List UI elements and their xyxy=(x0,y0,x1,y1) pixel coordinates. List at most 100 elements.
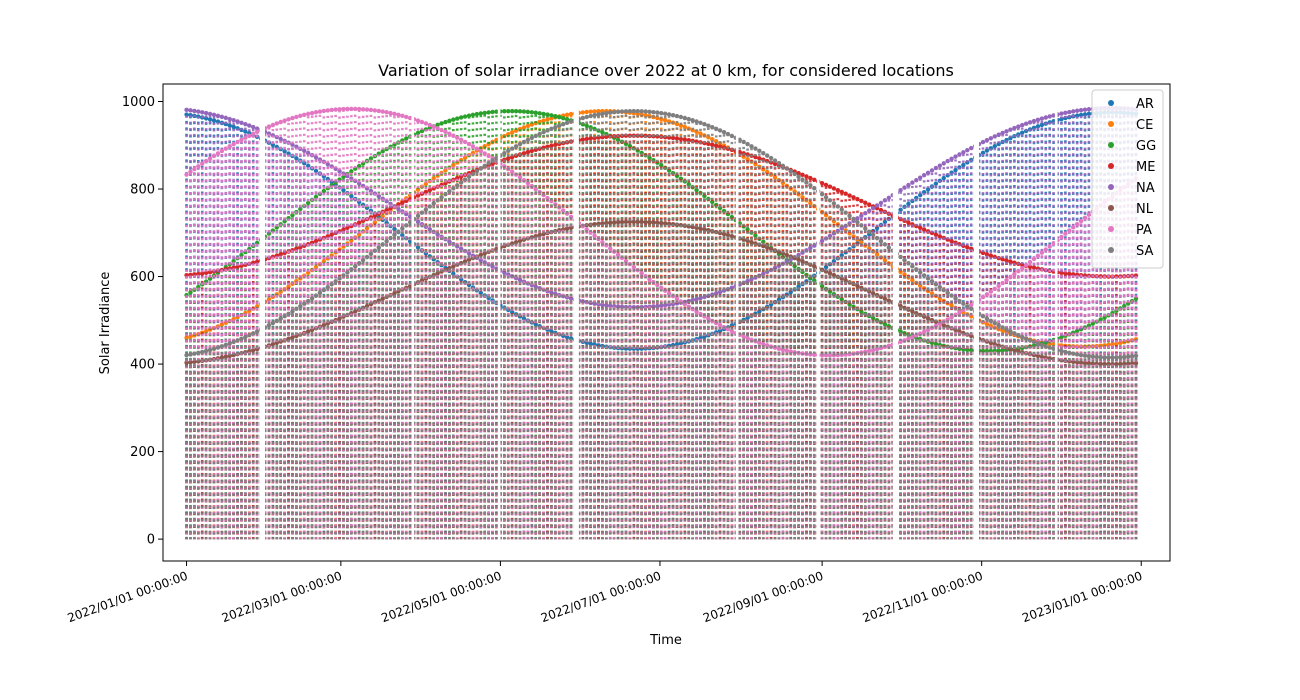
data-point-sa xyxy=(282,314,287,319)
data-point-pa xyxy=(1008,274,1013,280)
data-point-gg xyxy=(462,114,468,119)
data-point-sa xyxy=(517,141,523,147)
data-point-na xyxy=(906,182,911,188)
data-point-me xyxy=(1000,257,1005,262)
data-point-pa xyxy=(274,121,279,126)
legend-marker-me xyxy=(1108,163,1114,169)
data-point-me xyxy=(933,232,939,237)
data-point-sa xyxy=(753,146,758,151)
data-point-na xyxy=(1000,130,1005,136)
data-point-sa xyxy=(247,333,252,338)
data-point-sa xyxy=(710,124,715,130)
data-point-sa xyxy=(1071,351,1076,356)
data-point-gg xyxy=(525,109,531,115)
data-point-sa xyxy=(266,323,272,328)
data-point-sa xyxy=(819,192,825,197)
data-point-na xyxy=(192,108,197,114)
data-point-sa xyxy=(533,133,538,139)
data-point-ar xyxy=(231,124,236,130)
data-point-pa xyxy=(243,135,248,140)
data-point-sa xyxy=(945,290,950,296)
data-point-pa xyxy=(466,141,472,147)
data-point-sa xyxy=(965,304,970,309)
data-point-sa xyxy=(659,110,664,116)
data-point-gg xyxy=(545,112,550,117)
data-point-gg xyxy=(686,182,691,187)
x-axis-label: Time xyxy=(649,633,682,648)
data-point-gg xyxy=(455,116,460,121)
data-gap xyxy=(259,84,266,561)
data-point-sa xyxy=(188,352,193,357)
data-point-sa xyxy=(984,316,990,321)
data-point-na xyxy=(1027,120,1033,125)
data-point-sa xyxy=(619,109,625,114)
data-point-sa xyxy=(317,290,323,296)
data-point-na xyxy=(337,169,342,174)
data-point-sa xyxy=(364,254,370,260)
data-point-me xyxy=(200,271,205,276)
data-point-na xyxy=(458,246,464,251)
data-gap xyxy=(497,84,501,561)
data-point-pa xyxy=(757,340,762,345)
data-point-sa xyxy=(921,273,927,278)
data-point-pa xyxy=(423,121,429,126)
data-point-me xyxy=(847,193,852,198)
data-point-gg xyxy=(839,297,844,302)
data-point-pa xyxy=(1071,225,1076,230)
data-point-gg xyxy=(478,111,483,116)
data-point-na xyxy=(969,145,974,151)
data-point-nl xyxy=(796,257,801,262)
data-point-na xyxy=(996,132,1001,137)
data-point-sa xyxy=(729,133,735,139)
data-point-ar xyxy=(1082,112,1088,117)
data-point-na xyxy=(1047,114,1052,119)
data-point-pa xyxy=(313,110,319,115)
data-point-sa xyxy=(474,169,480,174)
data-point-sa xyxy=(1106,355,1111,360)
data-point-sa xyxy=(560,122,566,127)
data-point-me xyxy=(1031,265,1037,270)
data-point-pa xyxy=(404,114,409,120)
data-point-sa xyxy=(1074,352,1080,357)
legend-box xyxy=(1091,89,1164,269)
data-point-me xyxy=(678,136,684,142)
data-point-sa xyxy=(1110,355,1115,360)
data-point-me xyxy=(329,232,334,237)
data-point-na xyxy=(882,198,888,203)
data-point-nl xyxy=(886,298,892,303)
data-point-nl xyxy=(635,219,640,225)
data-point-pa xyxy=(321,108,327,114)
data-point-na xyxy=(910,180,915,185)
data-point-sa xyxy=(478,166,483,171)
data-point-sa xyxy=(1122,354,1127,360)
data-point-sa xyxy=(215,345,221,350)
data-point-sa xyxy=(1067,350,1072,356)
data-point-na xyxy=(937,163,943,168)
data-point-nl xyxy=(855,283,860,289)
data-point-ar xyxy=(211,118,217,123)
data-point-me xyxy=(819,180,825,186)
legend-marker-sa xyxy=(1108,247,1114,253)
data-point-nl xyxy=(188,360,193,365)
data-point-gg xyxy=(933,341,939,347)
data-point-pa xyxy=(337,107,342,112)
data-point-gg xyxy=(502,109,507,114)
data-point-pa xyxy=(776,346,782,351)
data-point-sa xyxy=(765,153,770,158)
data-point-sa xyxy=(651,109,656,115)
data-point-pa xyxy=(949,314,954,320)
data-point-ar xyxy=(941,175,946,181)
data-point-pa xyxy=(1020,265,1025,271)
data-point-nl xyxy=(627,219,633,225)
data-point-sa xyxy=(557,123,562,128)
data-point-nl xyxy=(337,316,342,321)
data-point-pa xyxy=(1063,231,1068,236)
data-point-me xyxy=(588,136,593,141)
data-point-pa xyxy=(1043,247,1048,252)
data-point-na xyxy=(855,216,860,221)
data-point-pa xyxy=(969,302,974,308)
data-point-sa xyxy=(509,146,515,151)
data-point-ce xyxy=(564,112,570,117)
data-point-nl xyxy=(451,264,456,269)
data-point-gg xyxy=(584,123,589,128)
